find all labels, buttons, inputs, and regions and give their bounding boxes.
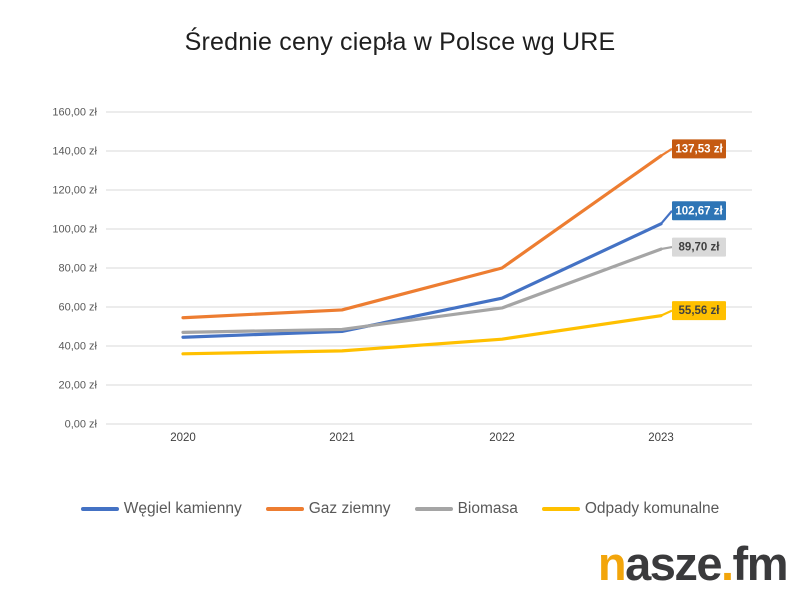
series-line-biomasa (181, 247, 663, 334)
y-tick-label: 0,00 zł (65, 418, 98, 430)
legend-item-gaz-ziemny: Gaz ziemny (265, 500, 391, 518)
data-label-box (672, 237, 726, 257)
data-label-leader (660, 246, 673, 251)
legend-label: Odpady komunalne (584, 500, 720, 517)
data-label-value: 137,53 zł (675, 143, 723, 155)
y-tick-label: 160,00 zł (52, 106, 97, 118)
y-tick-label: 120,00 zł (52, 184, 97, 196)
data-label-leader (660, 309, 673, 317)
y-tick-label: 100,00 zł (52, 223, 97, 235)
data-label-value: 102,67 zł (675, 205, 723, 217)
legend-swatch-line (265, 507, 304, 511)
chart-legend: Węgiel kamienny Gaz ziemny Biomasa Odpady k… (0, 500, 800, 518)
y-tick-label: 40,00 zł (58, 340, 97, 352)
data-label-value: 89,70 zł (679, 242, 721, 254)
data-label-box (672, 301, 726, 321)
legend-item-odpady-komunalne: Odpady komunalne (541, 500, 720, 518)
data-label-box (672, 201, 726, 221)
legend-item-węgiel-kamienny: Węgiel kamienny (80, 500, 242, 518)
legend-swatch-line (80, 507, 119, 511)
legend-label: Biomasa (457, 500, 518, 517)
logo-text-part: n (597, 537, 627, 590)
y-tick-label: 60,00 zł (58, 301, 97, 313)
y-tick-label: 140,00 zł (52, 145, 97, 157)
x-tick-label: 2022 (489, 432, 515, 444)
series-line-gaz-ziemny (181, 154, 663, 320)
data-label-leader (660, 210, 673, 225)
logo-text-part: asze (625, 537, 722, 590)
y-tick-label: 80,00 zł (58, 262, 97, 274)
x-tick-label: 2021 (329, 432, 355, 444)
legend-label: Węgiel kamienny (123, 500, 242, 517)
data-label-box (672, 139, 726, 159)
y-tick-label: 20,00 zł (58, 379, 97, 391)
logo-text-part: . (720, 537, 734, 590)
nasze-fm-logo: nasze.fm (597, 537, 789, 590)
logo-text-part: fm (732, 537, 789, 590)
legend-swatch-line (414, 507, 453, 511)
data-label-leader (660, 147, 673, 157)
line-chart-plot-area: 0,00 zł 20,00 zł 40,00 zł 60,00 zł 80,00 zł 1… (52, 106, 752, 444)
legend-item-biomasa: Biomasa (414, 500, 518, 518)
series-line-odpady-komunalne (181, 314, 663, 356)
x-tick-label: 2020 (170, 432, 196, 444)
x-tick-label: 2023 (648, 432, 674, 444)
series-line-węgiel-kamienny (181, 222, 663, 339)
data-label-value: 55,56 zł (679, 305, 721, 317)
legend-label: Gaz ziemny (308, 500, 391, 517)
legend-swatch-line (541, 507, 580, 511)
chart-title: Średnie ceny ciepła w Polsce wg URE (184, 28, 616, 56)
